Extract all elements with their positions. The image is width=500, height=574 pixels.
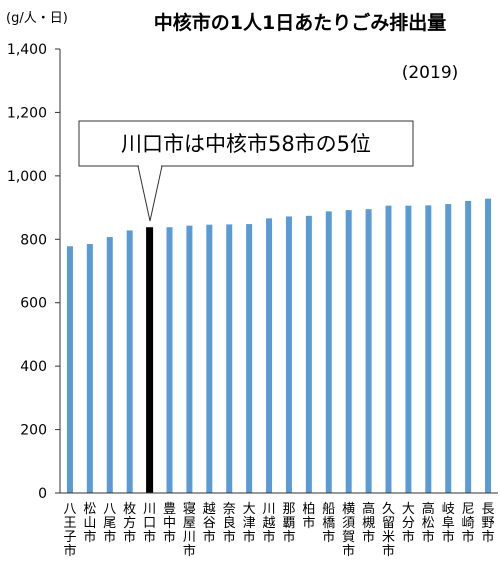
bar <box>425 205 432 493</box>
bars <box>66 198 492 494</box>
y-tick-label: 0 <box>38 486 47 502</box>
y-axis-ticks: 0 200 400 600 800 1,000 1,200 1,400 <box>7 42 60 502</box>
bar <box>345 210 352 493</box>
x-tick-label: 奈良市 <box>223 502 236 545</box>
callout-box <box>78 120 414 167</box>
bar <box>126 230 133 494</box>
y-tick-label: 1,000 <box>7 169 47 185</box>
bar <box>226 224 233 493</box>
bar <box>365 209 372 493</box>
y-tick-label: 600 <box>20 296 47 312</box>
bar <box>66 246 73 493</box>
y-tick-label: 1,200 <box>7 105 47 121</box>
callout: 川口市は中核市58市の5位 <box>78 120 414 222</box>
x-tick-label: 久留米市 <box>382 502 395 559</box>
x-tick-label: 那覇市 <box>282 502 295 545</box>
bar <box>405 205 412 493</box>
x-tick-label: 岐阜市 <box>442 502 455 545</box>
x-tick-label: 高松市 <box>422 501 435 545</box>
chart-title: 中核市の1人1日あたりごみ排出量 <box>154 11 446 34</box>
bar <box>106 237 113 493</box>
callout-text: 川口市は中核市58市の5位 <box>121 132 371 156</box>
bar <box>305 215 312 493</box>
bar <box>465 200 472 493</box>
axes <box>59 49 498 494</box>
y-tick-label: 200 <box>20 423 47 439</box>
x-tick-label: 松山市 <box>83 502 96 545</box>
bar <box>325 211 332 493</box>
bar <box>285 216 292 494</box>
x-tick-label: 船橋市 <box>322 502 335 545</box>
x-tick-label: 川越市 <box>263 502 276 545</box>
x-tick-label: 大分市 <box>402 502 415 545</box>
x-tick-label: 尼崎市 <box>462 502 475 545</box>
callout-pointer <box>137 165 163 222</box>
x-tick-label: 枚方市 <box>123 502 136 545</box>
bar <box>166 227 173 493</box>
x-tick-label: 豊中市 <box>163 502 176 545</box>
unit-label: (g/人・日) <box>6 11 68 26</box>
bar <box>266 218 273 493</box>
y-tick-label: 800 <box>20 232 47 248</box>
y-tick-label: 400 <box>20 359 47 375</box>
bar <box>385 205 392 493</box>
x-tick-label: 八尾市 <box>103 502 116 545</box>
x-tick-label: 寝屋川市 <box>183 501 196 559</box>
x-tick-label: 八王子市 <box>63 502 76 559</box>
x-tick-label: 越谷市 <box>203 502 216 545</box>
x-tick-label: 長野市 <box>482 502 495 545</box>
x-tick-label: 柏市 <box>302 502 315 531</box>
y-tick-label: 1,400 <box>7 42 47 58</box>
bar <box>246 224 253 493</box>
year-label: (2019) <box>402 63 459 83</box>
bar <box>445 204 452 493</box>
x-tick-label: 横須賀市 <box>342 502 355 559</box>
x-axis-labels: 八王子市松山市八尾市枚方市川口市豊中市寝屋川市越谷市奈良市大津市川越市那覇市柏市… <box>63 501 494 559</box>
bar <box>146 227 154 493</box>
bar <box>485 198 492 494</box>
bar <box>186 225 193 494</box>
bar <box>86 244 93 493</box>
x-tick-label: 川口市 <box>143 502 156 545</box>
x-tick-label: 高槻市 <box>362 501 375 545</box>
x-tick-label: 大津市 <box>243 502 256 545</box>
bar <box>206 224 213 493</box>
